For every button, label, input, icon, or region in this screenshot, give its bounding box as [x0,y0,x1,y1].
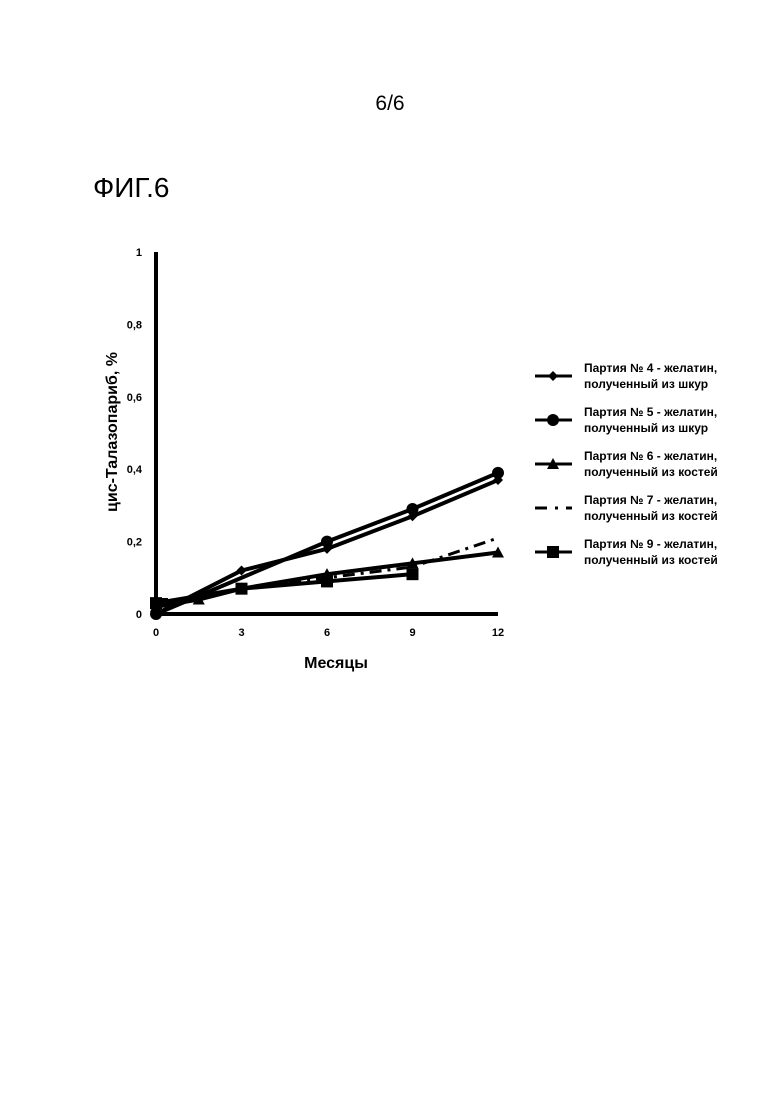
legend-label: полученный из шкур [584,377,708,391]
series-layer [150,467,504,620]
legend-item: Партия № 4 - желатин, полученный из шкур [535,361,717,391]
data-point-square [407,568,419,580]
y-tick-label: 0,4 [127,464,143,476]
x-axis-title: Месяцы [304,655,368,672]
legend-label: Партия № 7 - желатин, [584,493,717,507]
data-point-circle [492,467,504,479]
legend-item: Партия № 5 - желатин, полученный из шкур [535,405,717,435]
data-point-circle [407,503,419,515]
legend-label: полученный из костей [584,553,718,567]
y-tick-label: 1 [136,247,142,259]
legend-label: полученный из костей [584,465,718,479]
legend-label: Партия № 6 - желатин, [584,449,717,463]
x-tick-label: 9 [409,627,415,639]
legend-item: Партия № 7 - желатин, полученный из косте… [535,493,718,523]
x-tick-label: 0 [153,627,159,639]
y-tick-label: 0,6 [127,392,142,404]
legend-label: Партия № 5 - желатин, [584,405,717,419]
legend-label: Партия № 9 - желатин, [584,537,717,551]
data-point-square [150,597,162,609]
data-point-square [236,583,248,595]
legend-marker-circle [547,414,559,426]
y-tick-label: 0,8 [127,319,142,331]
legend-label: Партия № 4 - желатин, [584,361,717,375]
legend-marker-square [547,546,559,558]
legend-label: полученный из костей [584,509,718,523]
legend: Партия № 4 - желатин,полученный из шкурП… [535,361,718,567]
x-tick-label: 6 [324,627,330,639]
legend-item: Партия № 6 - желатин, полученный из косте… [535,449,718,479]
legend-item: Партия № 9 - желатин, полученный из косте… [535,537,718,567]
y-tick-label: 0,2 [127,537,142,549]
y-tick-label: 0 [136,609,142,621]
series-5 [150,568,419,609]
data-point-square [321,575,333,587]
data-point-circle [321,536,333,548]
legend-marker-diamond [548,371,558,381]
x-tick-label: 12 [492,627,504,639]
legend-label: полученный из шкур [584,421,708,435]
y-axis-title: цис-Талазопариб, % [104,352,121,512]
axes: 0 3 6 9 12 0 0,2 0,4 0,6 0,8 1 [127,247,504,639]
x-tick-label: 3 [238,627,244,639]
